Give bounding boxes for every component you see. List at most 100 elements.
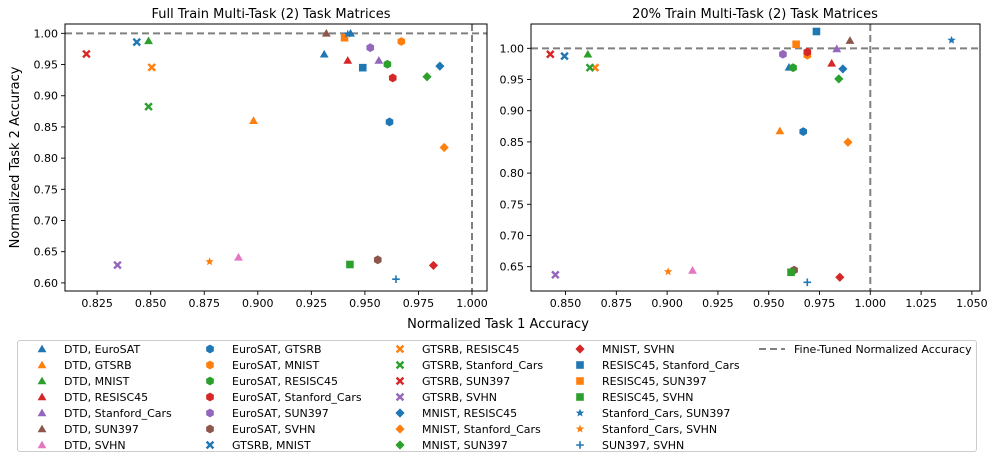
y-tick-label: 1.00 xyxy=(34,27,59,40)
legend-label: GTSRB, SUN397 xyxy=(422,374,511,388)
y-tick-label: 0.80 xyxy=(34,152,59,165)
legend-item: GTSRB, RESISC45 xyxy=(386,341,520,357)
data-point xyxy=(319,49,329,58)
legend-item: GTSRB, SUN397 xyxy=(386,373,510,389)
data-point xyxy=(249,116,258,124)
x-tick-label: 1.025 xyxy=(905,297,937,310)
legend-label: EuroSAT, Stanford_Cars xyxy=(232,390,362,404)
legend-label: RESISC45, SVHN xyxy=(602,390,694,404)
legend-label: MNIST, SUN397 xyxy=(422,438,508,452)
legend-marker-shape xyxy=(395,440,405,450)
legend-item: RESISC45, Stanford_Cars xyxy=(566,357,740,373)
legend-marker-shape xyxy=(205,440,215,450)
y-tick-label: 0.85 xyxy=(34,121,59,134)
legend-marker xyxy=(205,440,215,450)
y-tick-label: 0.80 xyxy=(500,167,525,180)
data-point xyxy=(321,28,331,37)
legend: DTD, EuroSAT DTD, GTSRB DTD, MNIST DTD, RES… xyxy=(17,340,977,452)
legend-label: GTSRB, Stanford_Cars xyxy=(422,358,544,372)
legend-marker-shape xyxy=(576,441,584,449)
y-tick-label: 0.85 xyxy=(500,136,525,149)
y-axis-label: Normalized Task 2 Accuracy xyxy=(8,66,23,248)
figure: Full Train Multi-Task (2) Task Matrices 0… xyxy=(8,7,988,332)
data-point xyxy=(383,59,392,69)
x-tick-label: 0.900 xyxy=(651,297,683,310)
y-tick-label: 0.65 xyxy=(34,246,59,259)
data-point xyxy=(843,137,853,147)
data-point xyxy=(392,275,400,283)
data-point xyxy=(832,44,842,53)
data-point xyxy=(551,270,560,280)
legend-marker xyxy=(395,376,405,386)
legend-label: EuroSAT, GTSRB xyxy=(232,342,322,356)
data-point xyxy=(144,102,153,111)
legend-item: DTD, Stanford_Cars xyxy=(28,405,172,421)
x-tick-label: 0.875 xyxy=(188,297,220,310)
legend-label: MNIST, RESISC45 xyxy=(422,406,518,420)
legend-marker xyxy=(206,376,214,386)
legend-marker-shape xyxy=(206,344,214,354)
legend-marker-shape xyxy=(37,392,47,401)
x-tick-label: 0.950 xyxy=(349,297,381,310)
legend-label: Stanford_Cars, SUN397 xyxy=(602,406,731,420)
data-point xyxy=(779,49,787,59)
y-tick-label: 0.75 xyxy=(34,183,59,196)
data-point xyxy=(435,61,445,71)
legend-marker-shape xyxy=(37,376,47,385)
legend-marker xyxy=(37,440,47,449)
legend-label: EuroSAT, MNIST xyxy=(232,358,320,372)
y-tick-label: 0.90 xyxy=(500,105,525,118)
legend-marker xyxy=(395,360,405,370)
data-point xyxy=(132,37,142,47)
data-point xyxy=(82,49,91,59)
y-tick-label: 1.00 xyxy=(500,42,525,55)
data-point xyxy=(439,142,449,153)
data-point xyxy=(346,260,354,269)
y-tick-label: 0.75 xyxy=(500,198,525,211)
legend-item: GTSRB, SVHN xyxy=(386,389,497,405)
legend-marker xyxy=(206,392,214,402)
legend-marker xyxy=(395,440,405,450)
data-point xyxy=(835,272,845,282)
legend-marker-shape xyxy=(206,424,214,434)
legend-item: DTD, SUN397 xyxy=(28,421,139,437)
data-point xyxy=(838,64,848,74)
data-point xyxy=(422,72,432,82)
legend-label: GTSRB, MNIST xyxy=(232,438,311,452)
legend-item: DTD, SVHN xyxy=(28,437,126,453)
legend-item: MNIST, SUN397 xyxy=(386,437,508,453)
legend-item: EuroSAT, SVHN xyxy=(196,421,316,437)
x-tick-label: 0.925 xyxy=(296,297,328,310)
legend-label: Stanford_Cars, SVHN xyxy=(602,422,718,436)
data-point xyxy=(234,252,243,261)
data-point xyxy=(205,257,214,266)
legend-label: Fine-Tuned Normalized Accuracy xyxy=(794,342,972,356)
legend-marker xyxy=(576,377,584,385)
data-point xyxy=(340,33,349,42)
y-tick-label: 0.60 xyxy=(34,277,59,290)
legend-label: DTD, EuroSAT xyxy=(64,342,141,356)
legend-label: GTSRB, SVHN xyxy=(422,390,498,404)
y-tick-label: 0.95 xyxy=(500,74,525,87)
legend-marker-shape xyxy=(575,408,585,417)
legend-marker xyxy=(37,344,47,353)
data-point xyxy=(834,74,844,84)
legend-marker-shape xyxy=(206,392,214,402)
legend-item: DTD, MNIST xyxy=(28,373,129,389)
legend-label: MNIST, SVHN xyxy=(602,342,675,356)
data-point xyxy=(343,29,352,38)
right-plot-panel: 20% Train Multi-Task (2) Task Matrices 0.… xyxy=(500,7,988,310)
legend-marker-shape xyxy=(395,360,405,370)
x-tick-label: 0.850 xyxy=(135,297,167,310)
x-tick-label: 1.000 xyxy=(456,297,488,310)
legend-marker-shape xyxy=(37,424,47,433)
x-tick-label: 0.950 xyxy=(753,297,785,310)
x-tick-label: 1.000 xyxy=(855,297,887,310)
data-point xyxy=(385,117,394,127)
legend-item: Fine-Tuned Normalized Accuracy xyxy=(758,341,972,357)
data-point xyxy=(947,35,956,44)
legend-marker xyxy=(37,392,47,401)
y-tick-label: 0.90 xyxy=(34,90,59,103)
data-point xyxy=(374,56,384,64)
data-point xyxy=(585,63,595,72)
